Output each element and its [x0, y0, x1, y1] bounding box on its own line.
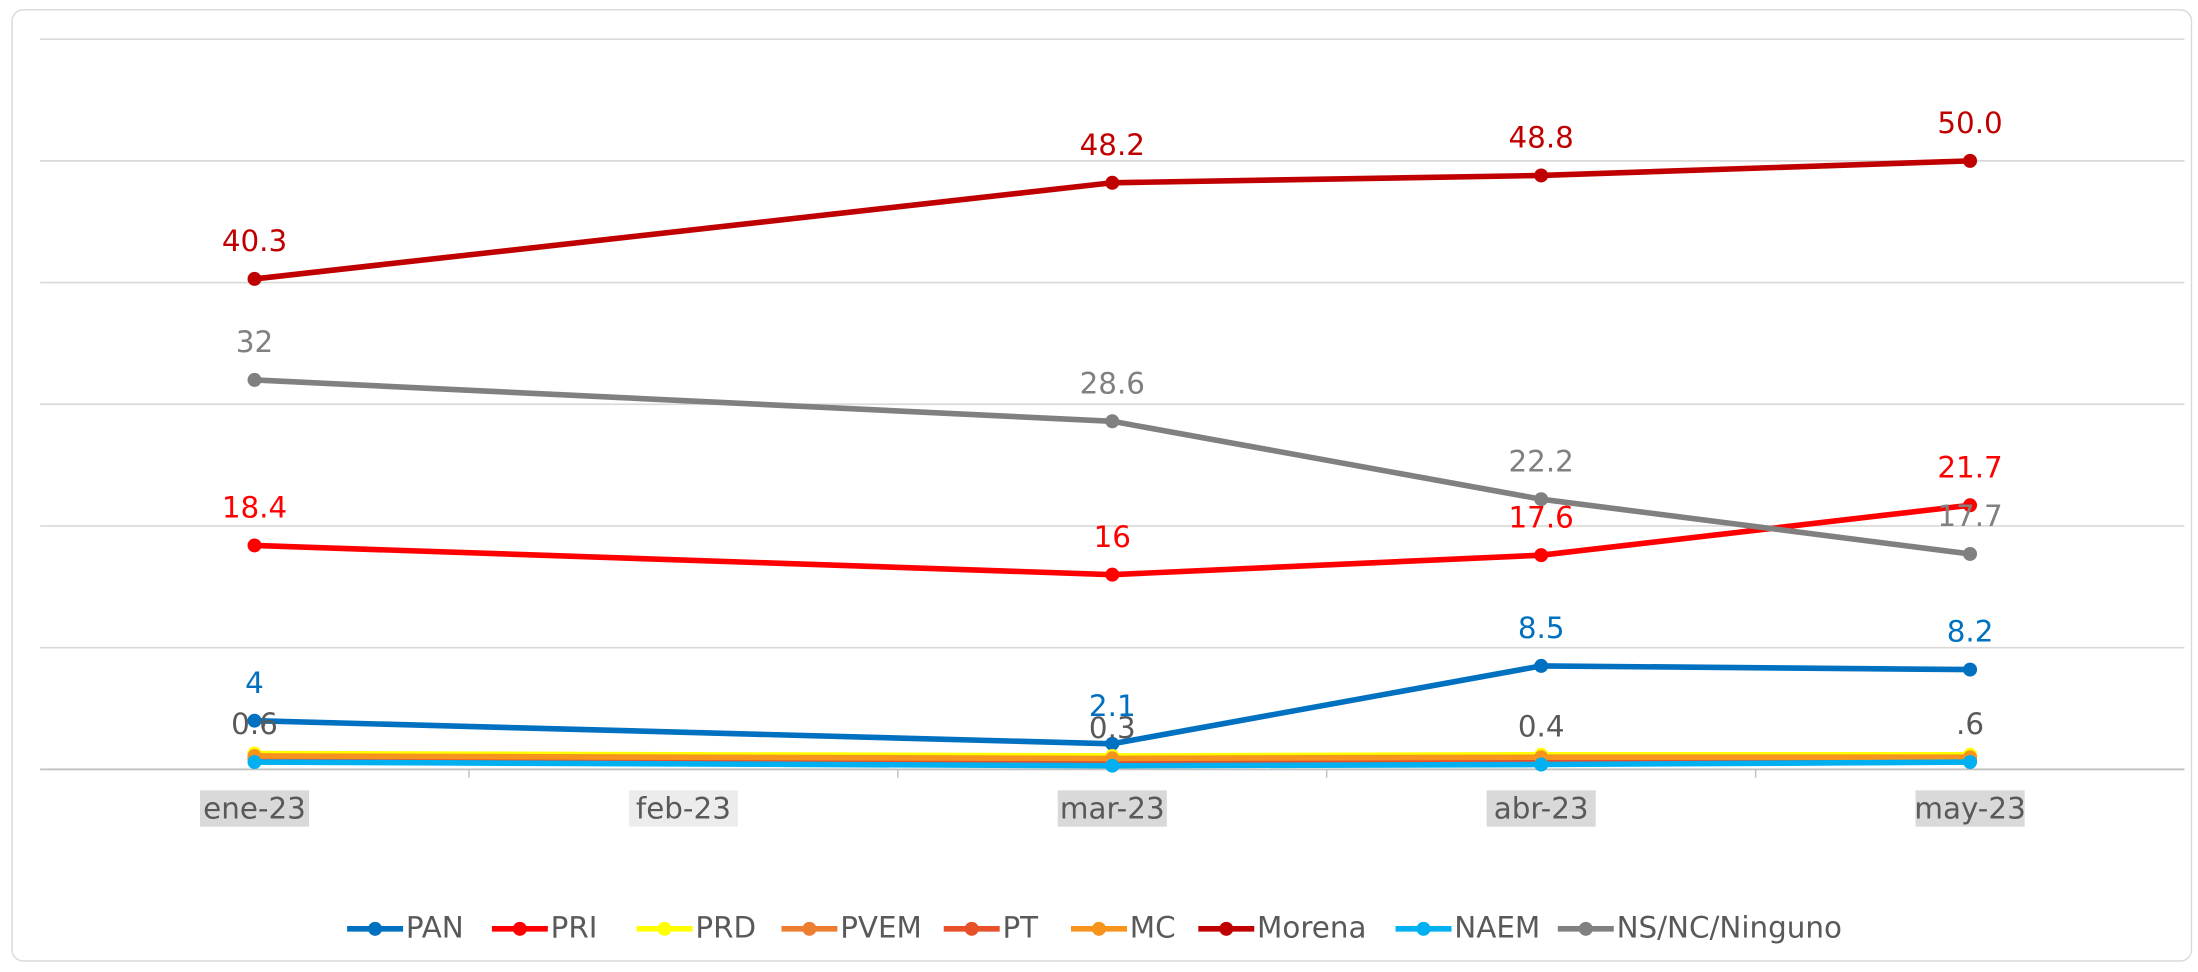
data-label: 48.8 [1508, 121, 1573, 155]
data-label: 17.7 [1937, 499, 2002, 533]
legend-label: NS/NC/Ninguno [1617, 910, 1842, 944]
data-point [1105, 414, 1120, 429]
data-label: 21.7 [1937, 450, 2002, 484]
legend-marker [512, 921, 527, 936]
data-point [1534, 168, 1549, 183]
x-label-bg [1057, 790, 1167, 827]
legend-marker [964, 921, 979, 936]
legend-label: PRD [695, 910, 756, 944]
legend-marker [1578, 921, 1593, 936]
x-tick-label: ene-23 [203, 791, 306, 825]
series-line [254, 753, 1971, 762]
x-label-bg [628, 790, 738, 827]
data-point [247, 755, 262, 770]
series-line [254, 663, 1971, 747]
legend-marker [1092, 921, 1106, 936]
data-point [1105, 567, 1120, 582]
legend-label: MC [1130, 910, 1176, 944]
x-label-bg [199, 790, 310, 827]
data-point [1534, 757, 1549, 772]
data-label: 40.3 [222, 224, 287, 258]
legend-label: NAEM [1454, 910, 1540, 944]
data-point [1105, 736, 1120, 751]
data-point [1534, 548, 1549, 563]
data-point [1963, 755, 1978, 770]
legend-label: PAN [406, 910, 464, 944]
data-label: 50.0 [1937, 106, 2002, 140]
legend-marker [802, 921, 817, 936]
data-label: 17.6 [1508, 500, 1573, 534]
series-line [254, 377, 1971, 557]
data-point [1534, 492, 1549, 507]
data-point [1963, 546, 1978, 561]
series-line [254, 502, 1971, 578]
data-label: 22.2 [1508, 444, 1573, 478]
data-point [1534, 658, 1549, 673]
legend-label: PVEM [840, 910, 922, 944]
data-label: 8.2 [1947, 615, 1994, 649]
series-line [254, 158, 1971, 282]
x-tick-label: mar-23 [1060, 791, 1165, 825]
legend-label: PRI [551, 910, 598, 944]
data-label: 16 [1094, 520, 1131, 554]
x-tick-label: may-23 [1914, 791, 2025, 825]
x-label-bg [1486, 790, 1596, 827]
series-line [254, 759, 1971, 769]
data-point [1105, 758, 1120, 773]
legend-label: Morena [1257, 910, 1366, 944]
data-point [1105, 175, 1120, 190]
data-point [1963, 662, 1978, 677]
data-point [247, 372, 262, 387]
data-point [247, 271, 262, 286]
data-label: 0.3 [1089, 711, 1136, 745]
x-tick-label: feb-23 [636, 791, 731, 825]
data-label: 0.6 [231, 707, 278, 741]
data-label: 48.2 [1080, 128, 1145, 162]
data-label: 2.1 [1089, 689, 1136, 723]
data-point [247, 713, 262, 728]
data-point [1963, 153, 1978, 168]
legend-marker [657, 921, 672, 936]
data-label: 0.4 [1518, 710, 1565, 744]
data-label: 28.6 [1080, 366, 1145, 400]
legend-marker [1416, 921, 1431, 936]
data-label: 18.4 [222, 491, 287, 525]
data-label: 8.5 [1518, 611, 1565, 645]
data-label: 32 [236, 325, 273, 359]
data-point [247, 538, 262, 553]
x-label-bg [1915, 790, 2025, 827]
legend-label: PT [1002, 910, 1039, 944]
legend-marker [368, 921, 383, 936]
x-tick-label: abr-23 [1494, 791, 1589, 825]
data-label: .6 [1956, 707, 1984, 741]
data-point [1963, 498, 1978, 513]
legend-marker [1219, 921, 1234, 936]
data-label: 4 [245, 666, 264, 700]
